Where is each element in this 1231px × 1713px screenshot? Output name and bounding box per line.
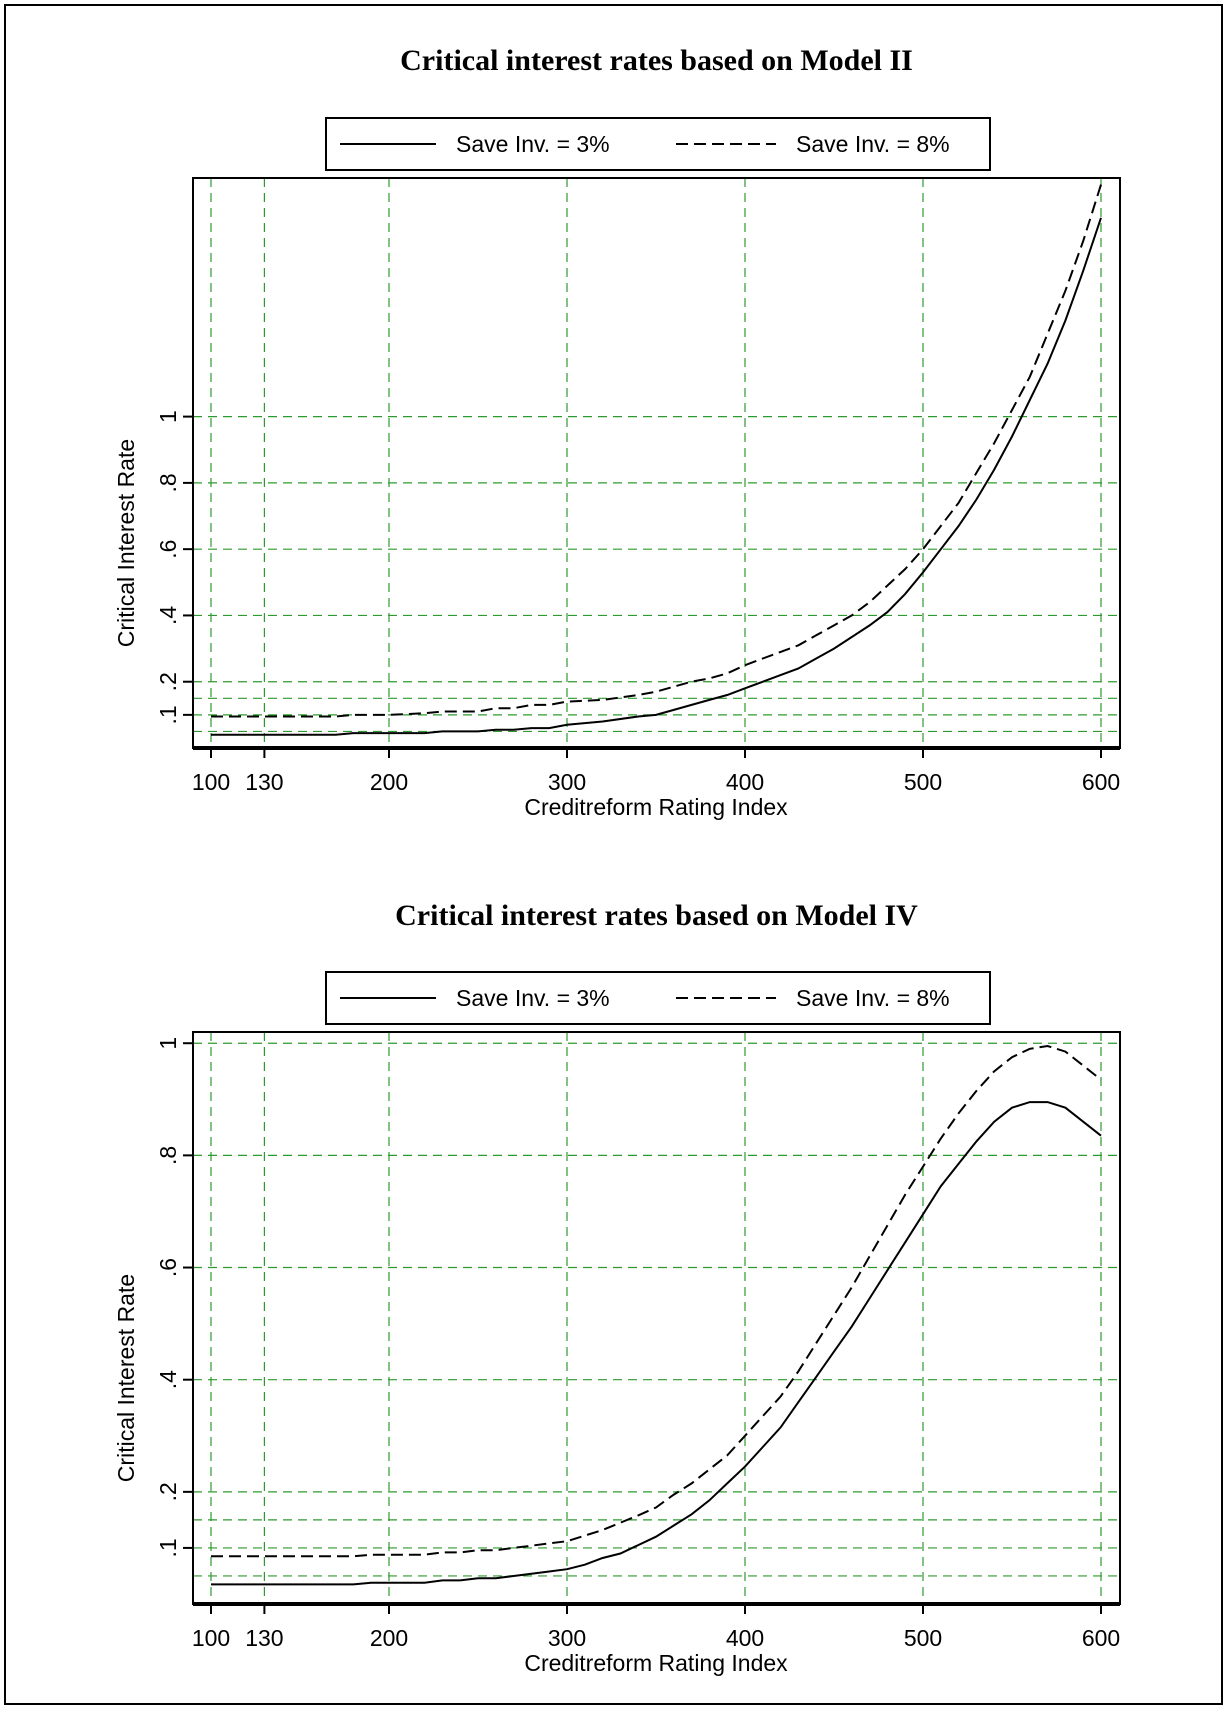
- x-tick-label: 200: [370, 769, 408, 795]
- y-tick-label: .2: [155, 672, 181, 691]
- x-axis-label: Creditreform Rating Index: [524, 1650, 788, 1676]
- legend: Save Inv. = 3% Save Inv. = 8%: [325, 971, 991, 1025]
- y-tick-label: .4: [155, 1370, 181, 1389]
- chart-title: Critical interest rates based on Model I…: [395, 899, 918, 932]
- y-tick-label: .8: [155, 1146, 181, 1165]
- x-tick-label: 300: [548, 769, 586, 795]
- y-tick-label: .8: [155, 473, 181, 492]
- y-tick-label: 1: [155, 1037, 181, 1050]
- y-tick-label: .1: [155, 1538, 181, 1557]
- legend-label: Save Inv. = 3%: [456, 131, 610, 157]
- y-tick-label: .6: [155, 1258, 181, 1277]
- x-tick-label: 300: [548, 1625, 586, 1651]
- series-line-save-inv-8: [211, 1044, 1102, 1558]
- x-tick-label: 400: [726, 769, 764, 795]
- x-tick-label: 100: [192, 1625, 230, 1651]
- legend-label: Save Inv. = 8%: [796, 131, 950, 157]
- x-tick-label: 600: [1082, 1625, 1120, 1651]
- series-line-save-inv-3: [211, 217, 1102, 736]
- y-tick-label: .6: [155, 540, 181, 559]
- legend-label: Save Inv. = 3%: [456, 985, 610, 1011]
- x-tick-label: 500: [904, 1625, 942, 1651]
- series-line-save-inv-8: [211, 184, 1102, 718]
- legend-box: [325, 117, 991, 171]
- x-tick-label: 130: [245, 1625, 283, 1651]
- y-tick-label: .4: [155, 606, 181, 625]
- x-axis-label: Creditreform Rating Index: [524, 794, 788, 820]
- legend-box: [325, 971, 991, 1025]
- plot-area: [192, 1031, 1121, 1605]
- x-tick-label: 100: [192, 769, 230, 795]
- x-tick-label: 600: [1082, 769, 1120, 795]
- chart-2: Critical interest rates based on Model I…: [113, 899, 1121, 1676]
- chart-title: Critical interest rates based on Model I…: [400, 44, 913, 77]
- figure-frame: [4, 4, 1223, 1705]
- legend: Save Inv. = 3% Save Inv. = 8%: [325, 117, 991, 171]
- chart-1: Critical interest rates based on Model I…: [113, 44, 1121, 820]
- x-tick-label: 500: [904, 769, 942, 795]
- series-line-save-inv-3: [211, 1101, 1102, 1586]
- y-axis-label: Critical Interest Rate: [113, 1274, 139, 1482]
- y-tick-label: .2: [155, 1482, 181, 1501]
- legend-label: Save Inv. = 8%: [796, 985, 950, 1011]
- plot-area: [192, 177, 1121, 749]
- x-tick-label: 400: [726, 1625, 764, 1651]
- y-tick-label: .1: [155, 705, 181, 724]
- x-tick-label: 130: [245, 769, 283, 795]
- y-tick-label: 1: [155, 410, 181, 423]
- y-axis-label: Critical Interest Rate: [113, 439, 139, 647]
- x-tick-label: 200: [370, 1625, 408, 1651]
